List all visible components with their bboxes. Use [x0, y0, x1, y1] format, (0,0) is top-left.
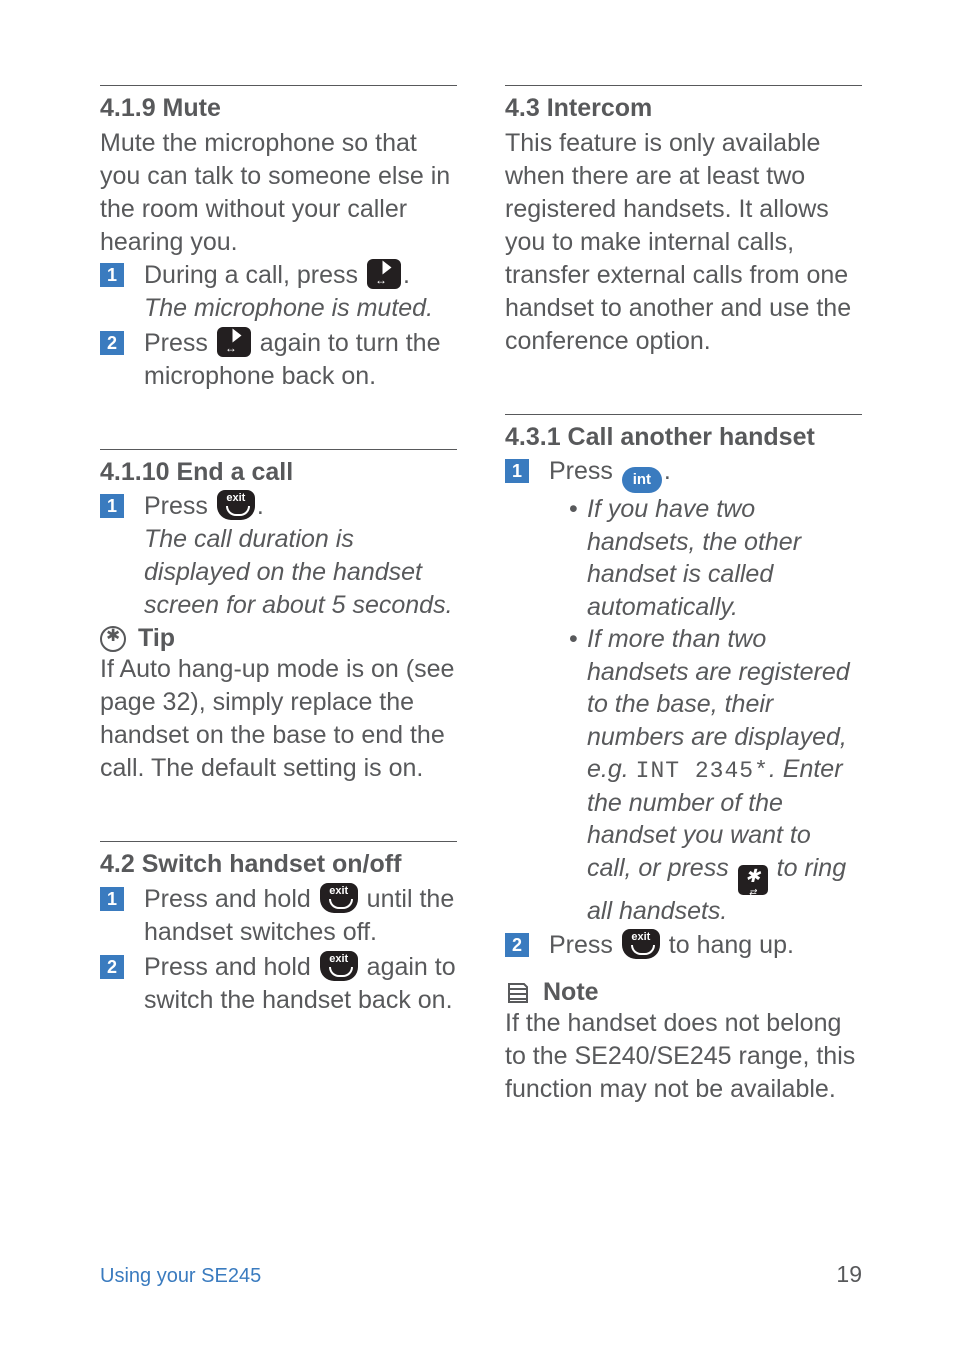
note-header: Note: [505, 978, 862, 1007]
step-number-badge: 2: [505, 933, 529, 957]
tip-icon: [100, 626, 126, 652]
heading-4-1-9: 4.1.9 Mute: [100, 92, 457, 125]
exit-key-icon: [320, 951, 358, 981]
intro-4-1-9: Mute the microphone so that you can talk…: [100, 127, 457, 259]
bullet-2: If more than two handsets are registered…: [569, 623, 862, 927]
int-key-icon: int: [622, 467, 662, 493]
mute-key-icon: [367, 259, 401, 289]
step-result: The microphone is muted.: [144, 294, 433, 322]
step-text: Press: [144, 492, 215, 520]
step-number-badge: 2: [100, 331, 124, 355]
step-number-badge: 1: [505, 459, 529, 483]
exit-key-icon: [217, 490, 255, 520]
display-example: INT 2345*: [636, 758, 769, 784]
step-text: .: [664, 457, 671, 485]
section-rule: [505, 85, 862, 86]
step-number-badge: 1: [100, 494, 124, 518]
tip-label: Tip: [138, 624, 175, 653]
step-text: During a call, press: [144, 261, 365, 289]
footer-section-title: Using your SE245: [100, 1265, 261, 1288]
step-number-badge: 2: [100, 955, 124, 979]
step-result: The call duration is displayed on the ha…: [144, 525, 453, 619]
step-2: 2 Press and hold again to switch the han…: [100, 951, 457, 1017]
step-number-badge: 1: [100, 263, 124, 287]
step-text: Press: [549, 931, 620, 959]
steps-4-3-1: 1 Press int. If you have two handsets, t…: [505, 455, 862, 962]
mute-key-icon: [217, 327, 251, 357]
step-text: Press: [144, 329, 215, 357]
tip-body: If Auto hang-up mode is on (see page 32)…: [100, 653, 457, 785]
left-column: 4.1.9 Mute Mute the microphone so that y…: [100, 85, 457, 1106]
right-column: 4.3 Intercom This feature is only availa…: [505, 85, 862, 1106]
exit-key-icon: [320, 883, 358, 913]
heading-4-3-1: 4.3.1 Call another handset: [505, 421, 862, 454]
step-text: .: [257, 492, 264, 520]
page-columns: 4.1.9 Mute Mute the microphone so that y…: [100, 85, 862, 1106]
bullet-list: If you have two handsets, the other hand…: [549, 493, 862, 927]
exit-key-icon: [622, 929, 660, 959]
step-text: Press and hold: [144, 953, 318, 981]
star-key-icon: ✱: [738, 865, 768, 895]
step-1: 1 Press and hold until the handset switc…: [100, 883, 457, 949]
step-1: 1 Press int. If you have two handsets, t…: [505, 455, 862, 927]
steps-4-2: 1 Press and hold until the handset switc…: [100, 883, 457, 1017]
bullet-1: If you have two handsets, the other hand…: [569, 493, 862, 623]
note-label: Note: [543, 978, 599, 1007]
page-footer: Using your SE245 19: [100, 1261, 862, 1288]
section-rule: [100, 841, 457, 842]
step-1: 1 Press . The call duration is displayed…: [100, 490, 457, 622]
section-rule: [100, 449, 457, 450]
step-2: 2 Press again to turn the microphone bac…: [100, 327, 457, 393]
heading-4-3: 4.3 Intercom: [505, 92, 862, 125]
section-rule: [505, 414, 862, 415]
step-text: Press and hold: [144, 885, 318, 913]
step-2: 2 Press to hang up.: [505, 929, 862, 962]
note-icon: [505, 980, 531, 1006]
steps-4-1-10: 1 Press . The call duration is displayed…: [100, 490, 457, 622]
step-number-badge: 1: [100, 887, 124, 911]
step-text: .: [403, 261, 410, 289]
footer-page-number: 19: [836, 1261, 862, 1288]
heading-4-1-10: 4.1.10 End a call: [100, 456, 457, 489]
section-rule: [100, 85, 457, 86]
heading-4-2: 4.2 Switch handset on/off: [100, 848, 457, 881]
note-body: If the handset does not belong to the SE…: [505, 1007, 862, 1106]
step-text: to hang up.: [662, 931, 794, 959]
steps-4-1-9: 1 During a call, press . The microphone …: [100, 259, 457, 393]
step-text: Press: [549, 457, 620, 485]
tip-header: Tip: [100, 624, 457, 653]
body-4-3: This feature is only available when ther…: [505, 127, 862, 358]
step-1: 1 During a call, press . The microphone …: [100, 259, 457, 325]
